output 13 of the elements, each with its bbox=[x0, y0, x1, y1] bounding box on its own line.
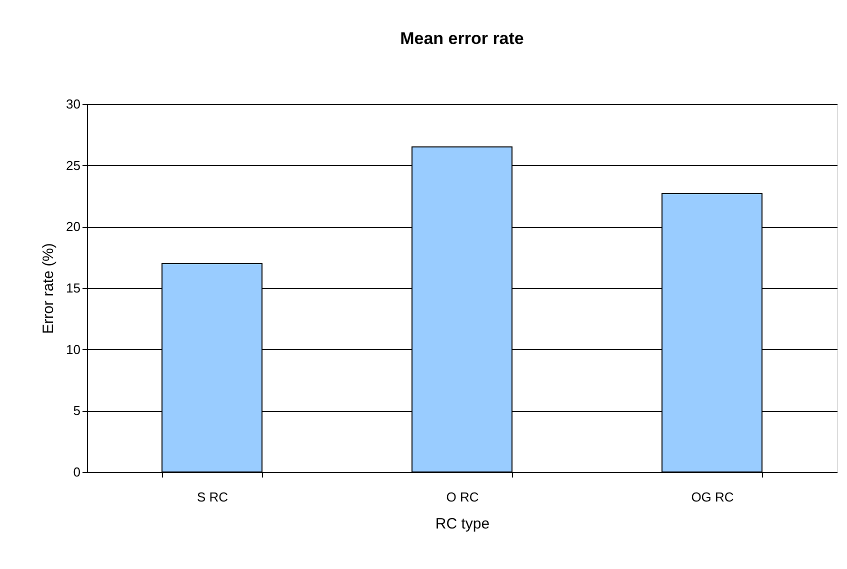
y-tick-label: 20 bbox=[66, 219, 80, 234]
y-tick-label: 0 bbox=[73, 464, 80, 480]
x-tick-label: OG RC bbox=[691, 490, 734, 504]
y-tick-label: 10 bbox=[66, 342, 80, 357]
y-tick-label: 30 bbox=[66, 96, 80, 112]
y-tick-label: 25 bbox=[66, 158, 80, 173]
chart-title: Mean error rate bbox=[400, 29, 524, 48]
y-tick-label: 15 bbox=[66, 280, 80, 296]
y-tick-label: 5 bbox=[73, 403, 80, 418]
x-tick-label: S RC bbox=[196, 490, 228, 504]
y-axis-title: Error rate (%) bbox=[40, 243, 58, 334]
x-tick-label: O RC bbox=[446, 490, 479, 504]
x-axis-title: RC type bbox=[435, 516, 490, 532]
